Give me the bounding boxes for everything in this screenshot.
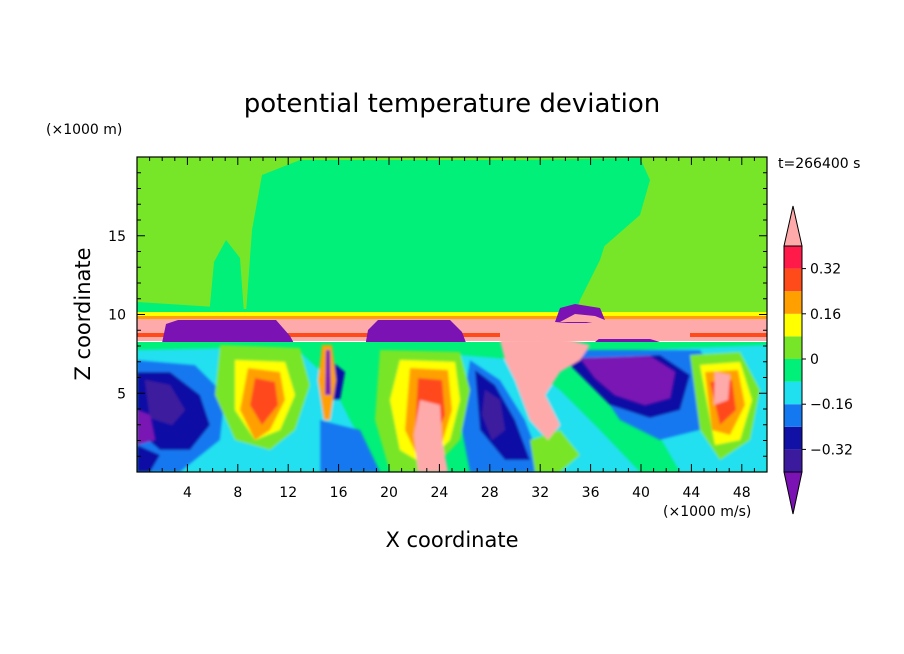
colorbar-tick-label: 0.16 xyxy=(810,307,841,323)
colorbar-band xyxy=(784,268,802,292)
colorbar-band xyxy=(784,313,802,337)
x-tick-label: 12 xyxy=(279,485,297,501)
x-axis: 4 8 12 16 20 24 28 32 36 40 44 48 xyxy=(149,157,755,501)
x-tick-label: 44 xyxy=(682,485,700,501)
x-tick-label: 8 xyxy=(233,485,242,501)
x-tick-label: 36 xyxy=(582,485,600,501)
y-tick-label: 5 xyxy=(117,386,126,402)
y-axis: 5 10 15 xyxy=(108,172,767,457)
colorbar: 0.32 0.16 0 −0.16 −0.32 xyxy=(783,205,853,515)
chart-title: potential temperature deviation xyxy=(244,89,660,119)
colorbar-band xyxy=(784,449,802,472)
y-tick-label: 10 xyxy=(108,308,126,324)
colorbar-band xyxy=(784,404,802,427)
x-tick-label: 48 xyxy=(733,485,751,501)
colorbar-band xyxy=(784,246,802,269)
x-tick-label: 20 xyxy=(380,485,398,501)
colorbar-band xyxy=(784,336,802,359)
x-tick-label: 28 xyxy=(481,485,499,501)
y-axis-label: Z coordinate xyxy=(71,247,95,380)
x-tick-label: 4 xyxy=(183,485,192,501)
colorbar-extend-high xyxy=(783,205,803,247)
x-unit-label: (×1000 m/s) xyxy=(663,504,751,520)
x-tick-label: 16 xyxy=(330,485,348,501)
time-label: t=266400 s xyxy=(778,156,860,172)
x-tick-label: 32 xyxy=(531,485,549,501)
x-tick-label: 40 xyxy=(632,485,650,501)
colorbar-band xyxy=(784,291,802,314)
colorbar-band xyxy=(784,359,802,382)
colorbar-band xyxy=(784,426,802,450)
colorbar-tick-label: −0.32 xyxy=(810,442,853,458)
colorbar-tick-label: 0.32 xyxy=(810,262,841,278)
colorbar-band xyxy=(784,381,802,405)
colorbar-tick-label: 0 xyxy=(810,352,819,368)
x-tick-label: 24 xyxy=(430,485,448,501)
colorbar-extend-low xyxy=(783,471,803,515)
colorbar-tick-label: −0.16 xyxy=(810,397,853,413)
y-tick-label: 15 xyxy=(108,229,126,245)
y-unit-label: (×1000 m) xyxy=(46,122,122,138)
contour-field xyxy=(137,157,767,472)
x-axis-label: X coordinate xyxy=(385,528,518,552)
